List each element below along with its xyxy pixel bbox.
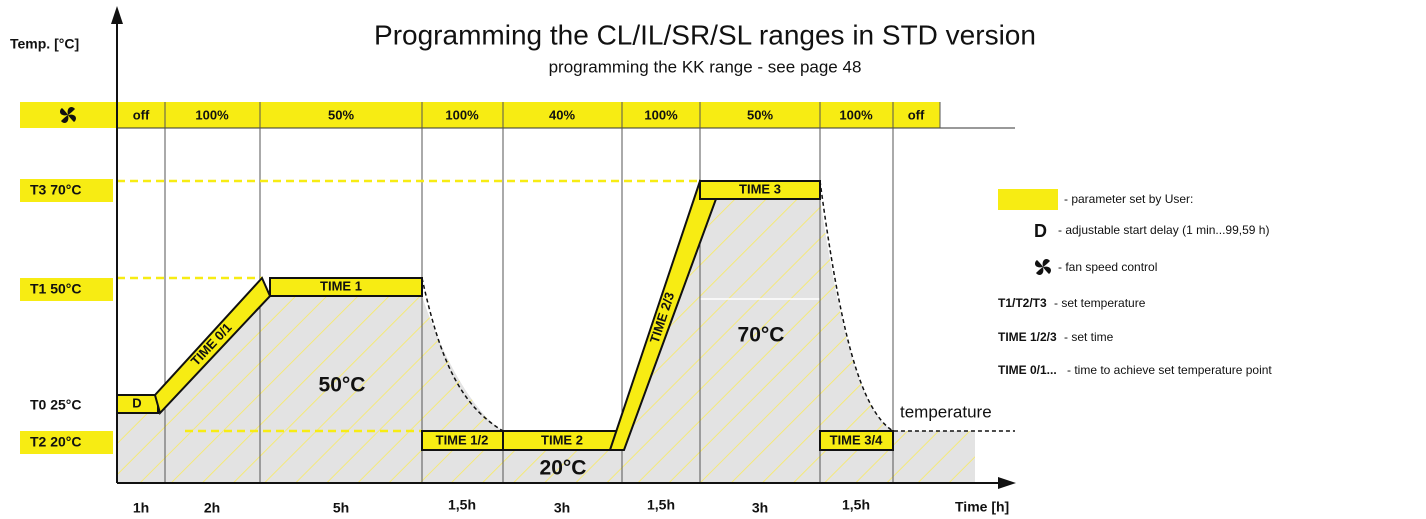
level-label: T3 70°C — [30, 182, 82, 198]
legend-key: TIME 0/1... — [998, 363, 1057, 377]
temperature-curve — [421, 180, 1015, 432]
level-box — [20, 179, 113, 202]
duration: 1h — [133, 500, 149, 516]
level-lines — [117, 179, 700, 433]
duration: 1,5h — [842, 497, 870, 513]
segment-label: TIME 3/4 — [830, 432, 884, 447]
level-label: T0 25°C — [30, 397, 82, 413]
legend-key: TIME 1/2/3 — [998, 330, 1057, 344]
segment-label: TIME 1 — [320, 278, 362, 293]
zone-label: 20°C — [540, 457, 587, 480]
fan-speed: off — [908, 107, 925, 122]
duration: 3h — [554, 500, 570, 516]
curve-label: temperature — [900, 402, 992, 421]
y-axis-label: Temp. [°C] — [10, 36, 79, 52]
zone-label: 50°C — [319, 374, 366, 397]
durations: 1h 2h 5h 1,5h 3h 1,5h 3h 1,5h — [133, 497, 870, 516]
subtitle: programming the KK range - see page 48 — [549, 57, 862, 76]
legend-fan-icon — [1035, 259, 1051, 275]
fan-speed: 100% — [839, 107, 873, 122]
duration: 1,5h — [448, 497, 476, 513]
level-box — [20, 431, 113, 454]
fan-cells: off 100% 50% 100% 40% 100% 50% 100% off — [133, 107, 925, 122]
legend-text: - set time — [1064, 330, 1114, 344]
legend: - parameter set by User: D - adjustable … — [998, 189, 1272, 377]
level-label: T1 50°C — [30, 281, 82, 297]
hatch-area — [117, 199, 975, 483]
x-arrow — [998, 477, 1016, 489]
fan-row — [20, 102, 940, 128]
legend-text: - parameter set by User: — [1064, 192, 1193, 206]
segment-label: TIME 2 — [541, 432, 583, 447]
segment-label: D — [132, 395, 141, 410]
axes — [116, 20, 1000, 484]
legend-text: - adjustable start delay (1 min...99,59 … — [1058, 223, 1269, 237]
fan-speed: 50% — [747, 107, 773, 122]
legend-swatch — [998, 189, 1058, 210]
legend-text: - time to achieve set temperature point — [1067, 363, 1272, 377]
fan-speed: 100% — [644, 107, 678, 122]
fan-speed: 100% — [195, 107, 229, 122]
fan-speed: 40% — [549, 107, 575, 122]
duration: 1,5h — [647, 497, 675, 513]
segment-label: TIME 3 — [739, 181, 781, 196]
duration: 3h — [752, 500, 768, 516]
segment-label: TIME 1/2 — [436, 432, 489, 447]
legend-key: T1/T2/T3 — [998, 296, 1047, 310]
duration: 2h — [204, 500, 220, 516]
duration: 5h — [333, 500, 349, 516]
x-axis-label: Time [h] — [955, 499, 1009, 515]
profile — [116, 179, 894, 451]
y-arrow — [111, 6, 123, 24]
legend-text: - fan speed control — [1058, 260, 1157, 274]
legend-text: - set temperature — [1054, 296, 1146, 310]
level-label: T2 20°C — [30, 434, 82, 450]
legend-key: D — [1034, 221, 1047, 241]
title: Programming the CL/IL/SR/SL ranges in ST… — [374, 19, 1036, 50]
level-box — [20, 278, 113, 301]
fan-speed: 50% — [328, 107, 354, 122]
fan-speed: 100% — [445, 107, 479, 122]
fan-speed: off — [133, 107, 150, 122]
zone-label: 70°C — [738, 324, 785, 347]
